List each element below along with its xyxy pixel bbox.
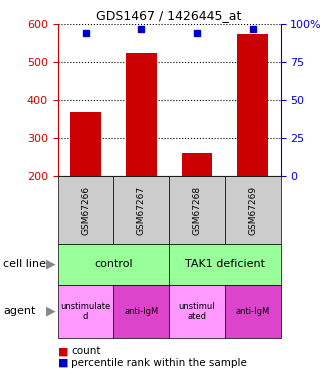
- Text: ▶: ▶: [46, 258, 56, 271]
- Text: count: count: [71, 346, 100, 356]
- Text: ▶: ▶: [46, 305, 56, 318]
- Bar: [169, 285, 225, 338]
- Text: GSM67266: GSM67266: [81, 186, 90, 235]
- Bar: [70, 112, 101, 176]
- Text: anti-IgM: anti-IgM: [236, 307, 270, 316]
- Bar: [114, 176, 169, 244]
- Text: anti-IgM: anti-IgM: [124, 307, 158, 316]
- Text: unstimul
ated: unstimul ated: [179, 302, 215, 321]
- Bar: [169, 244, 280, 285]
- Text: percentile rank within the sample: percentile rank within the sample: [71, 358, 247, 368]
- Text: agent: agent: [3, 306, 36, 316]
- Text: ■: ■: [58, 346, 68, 356]
- Bar: [58, 244, 169, 285]
- Text: control: control: [94, 260, 133, 269]
- Text: unstimulate
d: unstimulate d: [60, 302, 111, 321]
- Bar: [225, 176, 280, 244]
- Text: ■: ■: [58, 358, 68, 368]
- Text: GSM67269: GSM67269: [248, 186, 257, 235]
- Bar: [237, 34, 268, 176]
- Text: GSM67268: GSM67268: [192, 186, 202, 235]
- Text: cell line: cell line: [3, 260, 46, 269]
- Title: GDS1467 / 1426445_at: GDS1467 / 1426445_at: [96, 9, 242, 22]
- Bar: [114, 285, 169, 338]
- Bar: [58, 176, 114, 244]
- Text: TAK1 deficient: TAK1 deficient: [185, 260, 265, 269]
- Text: GSM67267: GSM67267: [137, 186, 146, 235]
- Bar: [169, 176, 225, 244]
- Bar: [182, 153, 212, 176]
- Bar: [126, 53, 157, 176]
- Bar: [225, 285, 280, 338]
- Bar: [58, 285, 114, 338]
